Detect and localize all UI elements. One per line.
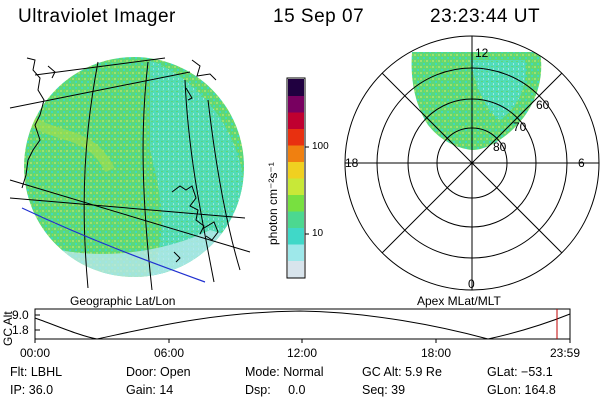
colorbar-segment	[288, 79, 304, 96]
info-glat: GLat: −53.1	[487, 365, 553, 379]
info-gc-alt: GC Alt: 5.9 Re	[362, 365, 442, 379]
instrument-title: Ultraviolet Imager	[18, 6, 176, 27]
terminator-line	[21, 207, 206, 283]
colorbar-segment	[288, 178, 304, 195]
polar-grid	[344, 35, 600, 291]
geographic-image	[24, 57, 244, 277]
altitude-xtick-1200: 12:00	[287, 346, 318, 360]
mlat-label-80: 80	[493, 140, 507, 154]
altitude-ytick-max: 9.0	[12, 308, 29, 322]
polar-image	[411, 52, 542, 150]
colorbar-segment	[288, 161, 304, 179]
info-filter: Flt: LBHL	[10, 365, 63, 379]
colorbar-ticks	[305, 146, 309, 235]
colorbar-segments	[288, 79, 304, 278]
colorbar-segment	[288, 227, 304, 245]
colorbar-tick-100: 100	[312, 141, 329, 152]
colorbar-unit-label: photon cm⁻²s⁻¹	[266, 162, 280, 245]
colorbar	[286, 77, 306, 279]
mlt-label-12: 12	[475, 46, 489, 60]
mlt-label-18: 18	[345, 156, 359, 170]
altitude-xtick-0600: 06:00	[154, 346, 185, 360]
info-dsp: Dsp: 0.0	[245, 383, 306, 397]
info-mode: Mode: Normal	[245, 365, 324, 379]
info-door: Door: Open	[126, 365, 191, 379]
colorbar-segment	[288, 244, 304, 261]
colorbar-segment	[288, 194, 304, 212]
altitude-xtick-1800: 18:00	[421, 346, 452, 360]
left-panel-caption: Geographic Lat/Lon	[70, 294, 176, 308]
colorbar-segment	[288, 128, 304, 146]
altitude-curve	[34, 310, 571, 340]
mlt-label-0: 0	[468, 277, 475, 291]
altitude-ytick-min: 1.8	[12, 323, 29, 337]
mlat-label-60: 60	[536, 98, 550, 112]
colorbar-segment	[288, 112, 304, 129]
colorbar-segment	[288, 211, 304, 228]
date-label: 15 Sep 07	[273, 6, 365, 27]
colorbar-tick-10: 10	[312, 228, 324, 239]
colorbar-segment	[288, 260, 304, 278]
info-ip: IP: 36.0	[10, 383, 54, 397]
geographic-grid	[9, 57, 251, 291]
coastlines	[21, 57, 219, 263]
colorbar-segment	[288, 95, 304, 113]
altitude-plot	[34, 308, 571, 343]
altitude-xtick-0000: 00:00	[20, 346, 51, 360]
altitude-xtick-2359: 23:59	[550, 346, 581, 360]
right-panel-caption: Apex MLat/MLT	[417, 294, 501, 308]
info-seq: Seq: 39	[362, 383, 406, 397]
info-gain: Gain: 14	[126, 383, 174, 397]
mlt-label-6: 6	[578, 156, 585, 170]
time-label: 23:23:44 UT	[430, 6, 541, 27]
info-glon: GLon: 164.8	[487, 383, 556, 397]
mlat-label-70: 70	[513, 120, 527, 134]
colorbar-segment	[288, 145, 304, 162]
